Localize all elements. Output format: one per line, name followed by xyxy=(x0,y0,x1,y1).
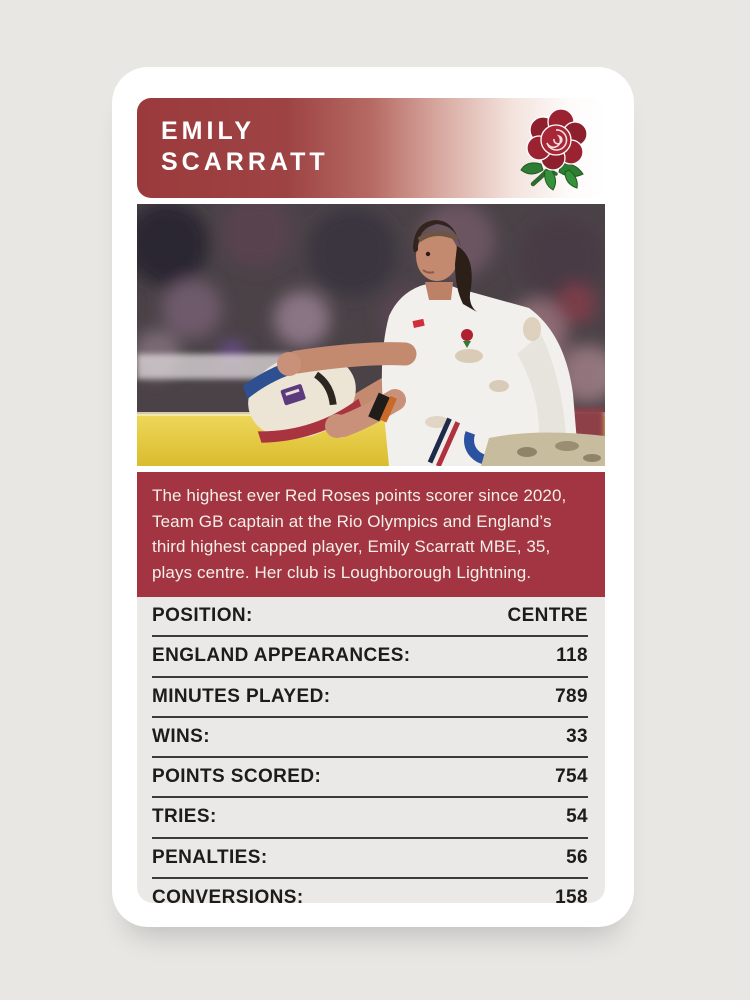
stat-label: CONVERSIONS: xyxy=(152,886,304,908)
card-header: EMILY SCARRATT xyxy=(137,98,605,198)
player-name: EMILY SCARRATT xyxy=(161,117,329,176)
card-content: EMILY SCARRATT xyxy=(137,98,605,908)
player-bio: The highest ever Red Roses points scorer… xyxy=(137,472,605,597)
stat-row-minutes-played: MINUTES PLAYED: 789 xyxy=(152,678,588,718)
stat-value: 789 xyxy=(555,685,588,707)
stat-value: 118 xyxy=(556,645,588,667)
england-rose-icon xyxy=(520,108,588,191)
player-photo xyxy=(137,204,605,466)
trading-card: EMILY SCARRATT xyxy=(112,67,634,927)
stat-row-points-scored: POINTS SCORED: 754 xyxy=(152,758,588,799)
stat-value: 33 xyxy=(566,725,588,747)
stat-value: 56 xyxy=(566,846,588,868)
stat-label: POSITION: xyxy=(152,605,253,627)
stat-label: WINS: xyxy=(152,725,210,747)
stat-value: 754 xyxy=(555,766,588,788)
stat-row-wins: WINS: 33 xyxy=(152,718,588,758)
stat-row-england-appearances: ENGLAND APPEARANCES: 118 xyxy=(152,637,588,678)
stat-row-tries: TRIES: 54 xyxy=(152,798,588,839)
stat-label: ENGLAND APPEARANCES: xyxy=(152,645,411,667)
stat-value: CENTRE xyxy=(507,605,588,627)
stat-label: POINTS SCORED: xyxy=(152,766,322,788)
stat-label: PENALTIES: xyxy=(152,846,268,868)
stat-row-conversions: CONVERSIONS: 158 xyxy=(152,879,588,917)
stat-value: 158 xyxy=(555,886,588,908)
stat-label: MINUTES PLAYED: xyxy=(152,685,331,707)
stat-label: TRIES: xyxy=(152,806,217,828)
stat-row-penalties: PENALTIES: 56 xyxy=(152,839,588,879)
stat-row-position: POSITION: CENTRE xyxy=(152,597,588,638)
stats-table: POSITION: CENTRE ENGLAND APPEARANCES: 11… xyxy=(137,597,605,908)
stat-value: 54 xyxy=(566,806,588,828)
